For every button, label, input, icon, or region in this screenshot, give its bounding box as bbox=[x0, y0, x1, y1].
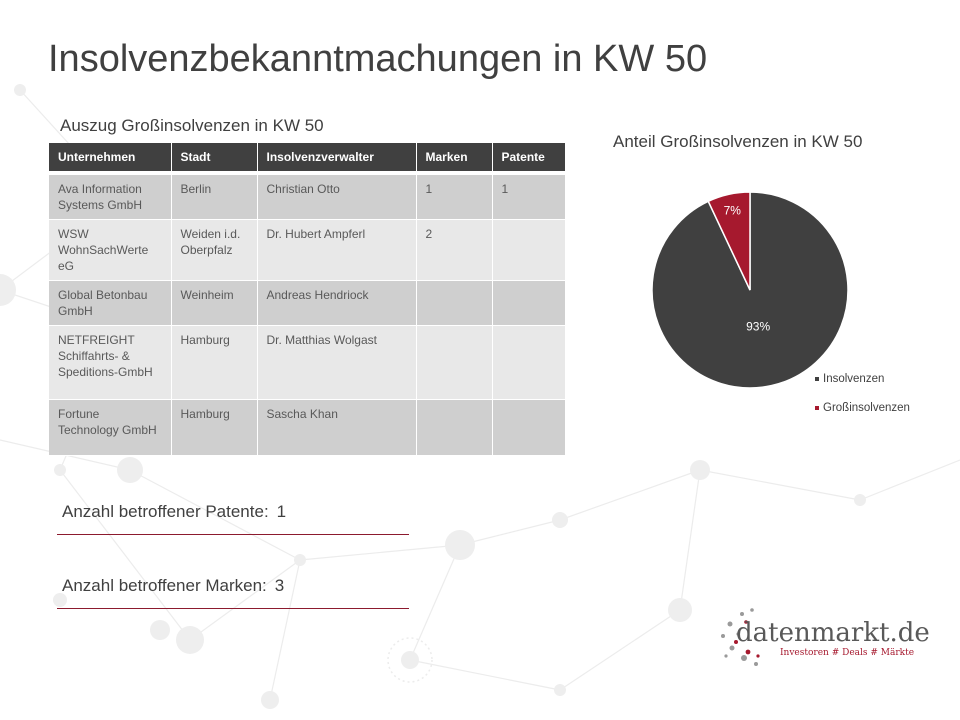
cell-company: Ava Information Systems GmbH bbox=[49, 173, 172, 220]
legend-swatch-insolvencies bbox=[815, 377, 819, 381]
cell-city: Berlin bbox=[171, 173, 258, 220]
cell-administrator: Andreas Hendriock bbox=[257, 280, 417, 326]
cell-city: Hamburg bbox=[171, 399, 258, 456]
table-row: NETFREIGHT Schiffahrts- & Speditions-Gmb… bbox=[49, 325, 565, 400]
chart-legend: Insolvenzen Großinsolvenzen bbox=[815, 372, 910, 430]
pie-slice-large-insolvencies bbox=[707, 191, 751, 291]
logo-tagline: Investoren # Deals # Märkte bbox=[780, 648, 915, 658]
logo-wordmark: datenmarkt.de bbox=[736, 618, 930, 648]
pie-label-large-insolvencies: 7% bbox=[724, 204, 742, 218]
cell-company: Global Betonbau GmbH bbox=[49, 280, 172, 326]
cell-trademarks bbox=[416, 280, 493, 326]
cell-trademarks: 2 bbox=[416, 219, 493, 281]
cell-trademarks: 1 bbox=[416, 173, 493, 220]
cell-administrator: Sascha Khan bbox=[257, 399, 417, 456]
cell-city: Hamburg bbox=[171, 325, 258, 400]
legend-item-large-insolvencies: Großinsolvenzen bbox=[815, 401, 910, 415]
marks-divider bbox=[57, 608, 409, 609]
cell-administrator: Christian Otto bbox=[257, 173, 417, 220]
cell-patents bbox=[492, 325, 565, 400]
table-row: Global Betonbau GmbH Weinheim Andreas He… bbox=[49, 280, 565, 326]
column-header-city: Stadt bbox=[171, 143, 258, 175]
column-header-patents: Patente bbox=[492, 143, 565, 175]
datenmarkt-logo: datenmarkt.de Investoren # Deals # Märkt… bbox=[718, 604, 930, 674]
cell-trademarks bbox=[416, 399, 493, 456]
column-header-company: Unternehmen bbox=[49, 143, 172, 175]
column-header-trademarks: Marken bbox=[416, 143, 493, 175]
logo-dots-graphic bbox=[721, 608, 760, 666]
cell-company: Fortune Technology GmbH bbox=[49, 399, 172, 456]
legend-label-large-insolvencies: Großinsolvenzen bbox=[823, 402, 910, 414]
cell-city: Weiden i.d. Oberpfalz bbox=[171, 219, 258, 281]
cell-trademarks bbox=[416, 325, 493, 400]
pie-chart: 93% 7% bbox=[650, 190, 850, 390]
cell-patents bbox=[492, 219, 565, 281]
insolvency-table-container: Unternehmen Stadt Insolvenzverwalter Mar… bbox=[49, 143, 565, 456]
chart-title: Anteil Großinsolvenzen in KW 50 bbox=[613, 132, 863, 151]
cell-administrator: Dr. Matthias Wolgast bbox=[257, 325, 417, 400]
cell-patents: 1 bbox=[492, 173, 565, 220]
cell-company: WSW WohnSachWerte eG bbox=[49, 219, 172, 281]
pie-chart-svg: 93% 7% bbox=[651, 191, 849, 389]
marks-stat-label: Anzahl betroffener Marken: bbox=[62, 576, 267, 595]
table-row: WSW WohnSachWerte eG Weiden i.d. Oberpfa… bbox=[49, 219, 565, 281]
page-title: Insolvenzbekanntmachungen in KW 50 bbox=[48, 38, 708, 80]
column-header-administrator: Insolvenzverwalter bbox=[257, 143, 417, 175]
cell-patents bbox=[492, 280, 565, 326]
table-caption: Auszug Großinsolvenzen in KW 50 bbox=[60, 116, 324, 135]
cell-patents bbox=[492, 399, 565, 456]
legend-label-insolvencies: Insolvenzen bbox=[823, 373, 885, 385]
patents-divider bbox=[57, 534, 409, 535]
table-header-row: Unternehmen Stadt Insolvenzverwalter Mar… bbox=[49, 143, 565, 175]
cell-administrator: Dr. Hubert Ampferl bbox=[257, 219, 417, 281]
patents-stat-value: 1 bbox=[276, 502, 287, 521]
cell-city: Weinheim bbox=[171, 280, 258, 326]
patents-stat: Anzahl betroffener Patente: 1 bbox=[62, 502, 286, 522]
pie-label-insolvencies: 93% bbox=[746, 319, 770, 333]
table-row: Fortune Technology GmbH Hamburg Sascha K… bbox=[49, 399, 565, 456]
legend-swatch-large-insolvencies bbox=[815, 406, 819, 410]
marks-stat: Anzahl betroffener Marken: 3 bbox=[62, 576, 284, 596]
insolvency-table: Unternehmen Stadt Insolvenzverwalter Mar… bbox=[49, 143, 565, 456]
marks-stat-value: 3 bbox=[274, 576, 285, 595]
cell-company: NETFREIGHT Schiffahrts- & Speditions-Gmb… bbox=[49, 325, 172, 400]
patents-stat-label: Anzahl betroffener Patente: bbox=[62, 502, 269, 521]
legend-item-insolvencies: Insolvenzen bbox=[815, 372, 910, 386]
table-row: Ava Information Systems GmbH Berlin Chri… bbox=[49, 173, 565, 220]
